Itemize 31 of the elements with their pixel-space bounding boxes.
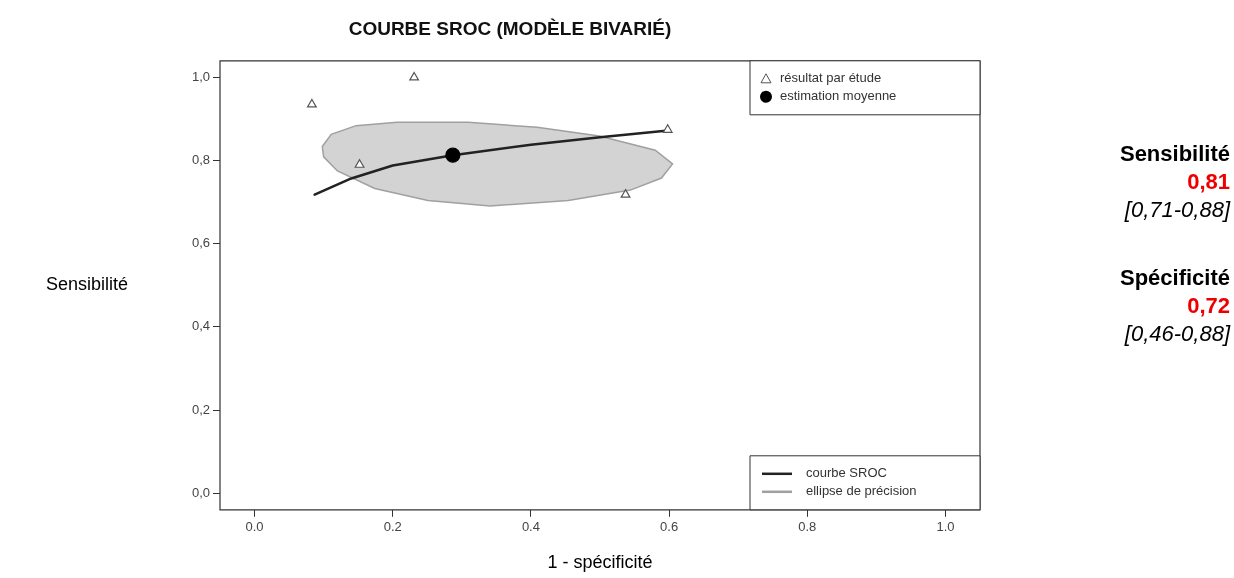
x-tick-label: 0.0: [245, 519, 264, 535]
text: [0,71-0,88]: [1123, 196, 1230, 224]
text: [0,46-0,88]: [1123, 320, 1230, 348]
text: Sensibilité: [1118, 140, 1230, 168]
legend-label: estimation moyenne: [780, 88, 897, 104]
x-axis-title: 1 - spécificité: [547, 552, 653, 573]
y-tick-label: 0,6: [191, 235, 210, 251]
x-tick-label: 0.2: [383, 519, 402, 535]
x-tick-label: 0.4: [521, 519, 540, 535]
point: [354, 159, 365, 168]
point: [306, 98, 317, 108]
y-tick-label: 0,2: [191, 401, 210, 417]
point: [662, 124, 673, 133]
legend-label: courbe SROC: [806, 465, 887, 481]
point: [445, 147, 461, 163]
y-tick-label: 0,8: [191, 152, 210, 168]
y-tick-label: 0,0: [191, 484, 210, 500]
text: 0,81: [1186, 168, 1230, 196]
x-tick-label: 0.8: [798, 519, 817, 535]
chart-title: COURBE SROC (MODÈLE BIVARIÉ): [348, 17, 672, 39]
x-tick-label: 1.0: [936, 519, 955, 535]
text: Spécificité: [1118, 264, 1230, 292]
point: [620, 189, 631, 198]
text: 0,72: [1186, 292, 1230, 320]
legend-label: résultat par étude: [780, 70, 882, 86]
x-tick-label: 0.6: [660, 519, 679, 535]
point: [409, 71, 420, 81]
y-tick-label: 1,0: [191, 69, 210, 85]
y-tick-label: 0,4: [191, 318, 210, 334]
legend-label: ellipse de précision: [806, 483, 917, 499]
y-axis-title: Sensibilité: [45, 274, 128, 295]
